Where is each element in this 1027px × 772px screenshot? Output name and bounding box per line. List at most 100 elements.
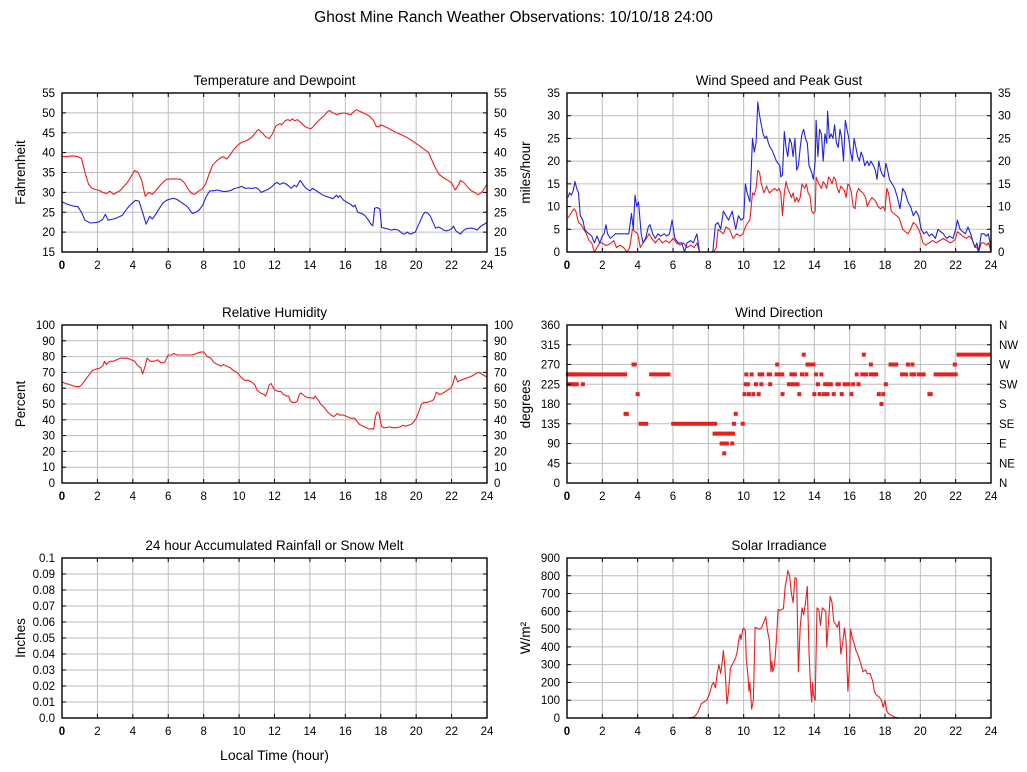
x-tick-label: 20 [410,260,423,272]
y-tick-label: 20 [547,156,560,168]
series-dewpoint [61,179,488,235]
direction-dot [839,392,844,397]
y-tick-label-right: 40 [494,148,507,160]
y-tick-label: 0.1 [39,553,55,565]
y-tick-label: 20 [42,227,55,239]
x-tick-label: 20 [410,491,423,503]
x-tick-label: 24 [985,491,998,503]
y-tick-label: 200 [541,677,560,689]
y-tick-label-right: 50 [494,399,507,411]
y-tick-label-right: 50 [494,108,507,120]
x-tick-label: 14 [808,260,821,272]
x-tick-label: 20 [914,491,927,503]
y-tick-label: 0.07 [33,601,55,613]
x-tick-label: 24 [985,726,998,738]
y-tick-label: 0 [554,713,560,725]
direction-dot [831,392,836,397]
tick-marks [566,324,992,484]
y-tick-label: 0 [554,247,560,259]
y-tick-label: 0.04 [33,649,56,661]
direction-dot [751,392,756,397]
y-tick-label: 0.0 [39,713,55,725]
direction-dot [757,372,762,377]
y-tick-label: 0.03 [33,665,55,677]
gridlines [567,558,991,718]
x-tick-label: 6 [165,491,171,503]
y-tick-label: 315 [541,340,560,352]
direction-dot [861,352,866,357]
x-tick-label: 0 [59,491,65,503]
direction-dot [574,382,579,387]
direction-dot [578,372,583,377]
y-axis-label: W/m² [518,621,533,654]
direction-dot [825,392,830,397]
direction-dot [731,431,736,436]
direction-dot [881,392,886,397]
x-tick-label: 0 [59,726,65,738]
direction-dot [567,372,572,377]
x-axis-label: Local Time (hour) [220,747,329,763]
direction-dot [722,441,727,446]
y-tick-label: 0.05 [33,633,55,645]
chart-title: Temperature and Dewpoint [193,73,355,88]
direction-dot [756,392,761,397]
series-group [61,109,488,235]
y-tick-label: 80 [42,352,55,364]
series-group [567,101,992,253]
direction-dot [569,382,574,387]
tick-marks [61,92,488,253]
direction-dot [868,362,873,367]
x-tick-label: 10 [737,260,750,272]
x-tick-label: 4 [130,726,137,738]
direction-dot [712,431,717,436]
direction-dot [912,372,917,377]
compass-label: SW [999,379,1018,391]
tick-marks [566,92,992,253]
y-tick-label: 0.02 [33,681,55,693]
y-axis-label: miles/hour [518,141,533,204]
compass-label: N [999,320,1007,332]
direction-dot [952,362,957,367]
x-tick-label: 24 [481,726,494,738]
compass-label: W [999,360,1010,372]
y-tick-label-right: 45 [494,128,507,140]
direction-dot [953,372,958,377]
y-tick-label-right: 60 [494,383,507,395]
y-tick-label-right: 35 [494,168,507,180]
y-tick-label: 70 [42,367,55,379]
x-tick-label: 8 [705,726,711,738]
direction-dot [801,352,806,357]
y-tick-labels: 0.0 0.01 0.02 0.03 0.04 0.05 0.06 0.07 0.08 0.09 0… [33,553,56,725]
x-tick-label: 18 [374,726,387,738]
direction-dot [804,372,809,377]
direction-dot [789,372,794,377]
y-tick-labels: 0 0 10 10 20 20 30 30 40 40 50 50 60 60 70 70 80 80 90 90 10… [36,320,513,490]
y-tick-label: 500 [541,624,560,636]
y-axis-label: degrees [518,379,533,428]
y-axis-label: Fahrenheit [13,140,28,205]
x-tick-label: 14 [304,726,317,738]
compass-label: S [999,399,1007,411]
y-tick-label-right: 90 [494,336,507,348]
x-tick-label: 2 [94,260,100,272]
x-tick-label: 18 [879,491,892,503]
direction-dot [775,362,780,367]
direction-dot [822,392,827,397]
y-tick-label-right: 25 [494,207,507,219]
x-tick-label: 14 [808,726,821,738]
direction-dot [817,392,822,397]
x-tick-label: 6 [670,726,676,738]
x-tick-label: 14 [808,491,821,503]
y-tick-label: 25 [42,207,55,219]
y-tick-label: 270 [541,360,560,372]
series-wind-direction [565,352,991,456]
y-tick-label: 45 [42,128,55,140]
y-tick-label-right: 10 [494,462,507,474]
x-tick-label: 8 [200,260,206,272]
y-tick-label: 600 [541,606,560,618]
x-tick-label: 4 [634,491,641,503]
direction-dot [724,441,729,446]
